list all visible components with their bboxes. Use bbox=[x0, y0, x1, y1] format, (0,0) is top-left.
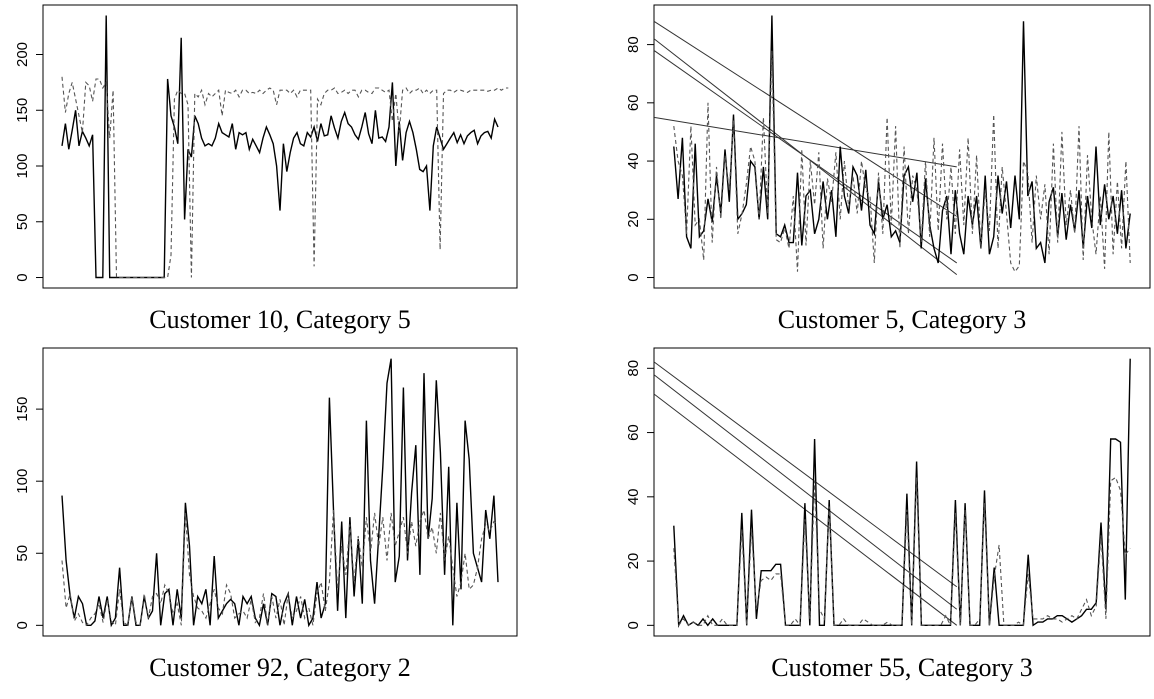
dashed-series-line bbox=[61, 509, 499, 627]
solid-series-line bbox=[61, 15, 499, 279]
y-tick-label: 50 bbox=[14, 545, 31, 562]
solid-series-line bbox=[61, 358, 499, 628]
y-tick-label: 60 bbox=[625, 94, 642, 111]
y-tick-label: 0 bbox=[625, 621, 642, 629]
y-tick-label: 80 bbox=[625, 360, 642, 377]
plot-frame-2 bbox=[653, 4, 1151, 289]
plot-frame-3 bbox=[42, 347, 518, 637]
trend-line bbox=[653, 374, 958, 610]
solid-series-line bbox=[673, 358, 1131, 629]
y-tick-label: 100 bbox=[14, 153, 31, 178]
chart-title: Customer 5, Category 3 bbox=[778, 305, 1026, 334]
trend-line bbox=[653, 50, 958, 264]
y-tick-label: 0 bbox=[14, 273, 31, 281]
y-tick-label: 40 bbox=[625, 488, 642, 505]
y-tick-label: 0 bbox=[625, 273, 642, 281]
chart-title: Customer 55, Category 3 bbox=[771, 653, 1032, 682]
y-tick-label: 20 bbox=[625, 553, 642, 570]
trend-line bbox=[653, 361, 958, 588]
dashed-series-line bbox=[673, 476, 1131, 628]
y-tick-label: 150 bbox=[14, 397, 31, 422]
y-tick-label: 20 bbox=[625, 211, 642, 228]
y-tick-label: 150 bbox=[14, 98, 31, 123]
y-tick-label: 40 bbox=[625, 153, 642, 170]
y-tick-label: 100 bbox=[14, 469, 31, 494]
y-tick-label: 200 bbox=[14, 42, 31, 67]
y-tick-label: 50 bbox=[14, 213, 31, 230]
trend-line bbox=[653, 20, 958, 217]
y-tick-label: 80 bbox=[625, 36, 642, 53]
chart-title: Customer 10, Category 5 bbox=[149, 305, 410, 334]
y-tick-label: 60 bbox=[625, 424, 642, 441]
plot-frame-1 bbox=[42, 4, 518, 289]
trend-line bbox=[653, 116, 957, 168]
dashed-series-line bbox=[61, 76, 509, 279]
chart-title: Customer 92, Category 2 bbox=[149, 653, 410, 682]
y-tick-label: 0 bbox=[14, 621, 31, 629]
plot-frame-4 bbox=[653, 347, 1151, 637]
dashed-series-line bbox=[673, 50, 1131, 273]
